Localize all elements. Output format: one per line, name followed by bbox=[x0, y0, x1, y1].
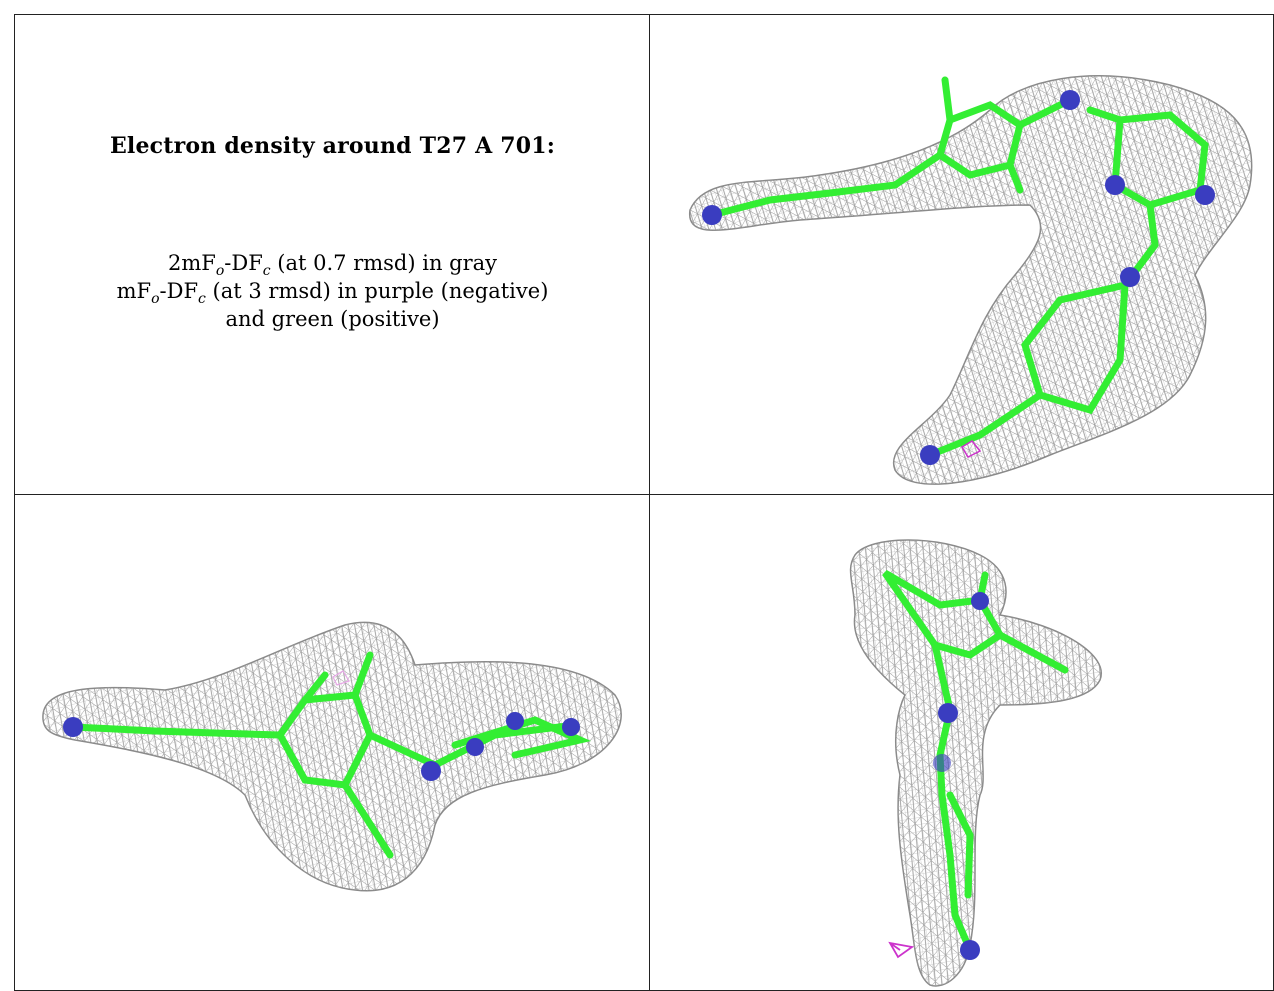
density-view-bottom-right bbox=[649, 494, 1274, 991]
ligand-bonds bbox=[708, 76, 1209, 459]
nitrogen-atoms bbox=[63, 712, 580, 781]
negative-density-blob bbox=[332, 670, 350, 686]
density-render-1 bbox=[689, 75, 1253, 485]
figure-title: Electron density around T27 A 701: bbox=[109, 133, 556, 159]
legend-line-2: mFo-DFc (at 3 rmsd) in purple (negative) bbox=[116, 279, 549, 308]
density-view-top-right bbox=[649, 14, 1274, 496]
negative-density-blob bbox=[960, 440, 982, 458]
negative-density-blob bbox=[888, 941, 915, 959]
caption-cell: Electron density around T27 A 701: 2mFo-… bbox=[14, 14, 651, 496]
nitrogen-atoms bbox=[702, 90, 1215, 465]
density-render-2 bbox=[42, 621, 622, 892]
density-mesh bbox=[42, 621, 622, 892]
legend-line-3: and green (positive) bbox=[225, 307, 440, 331]
nitrogen-atoms bbox=[933, 592, 989, 960]
density-mesh bbox=[849, 539, 1103, 987]
ligand-bonds bbox=[69, 651, 591, 859]
ligand-bonds bbox=[882, 569, 1069, 954]
density-render-3 bbox=[849, 539, 1103, 987]
density-view-bottom-left bbox=[14, 494, 651, 991]
density-mesh bbox=[689, 75, 1253, 485]
figure-grid: Electron density around T27 A 701: 2mFo-… bbox=[14, 14, 1274, 991]
figure-legend: 2mFo-DFc (at 0.7 rmsd) in gray mFo-DFc (… bbox=[15, 249, 650, 333]
legend-line-1: 2mFo-DFc (at 0.7 rmsd) in gray bbox=[167, 251, 498, 280]
